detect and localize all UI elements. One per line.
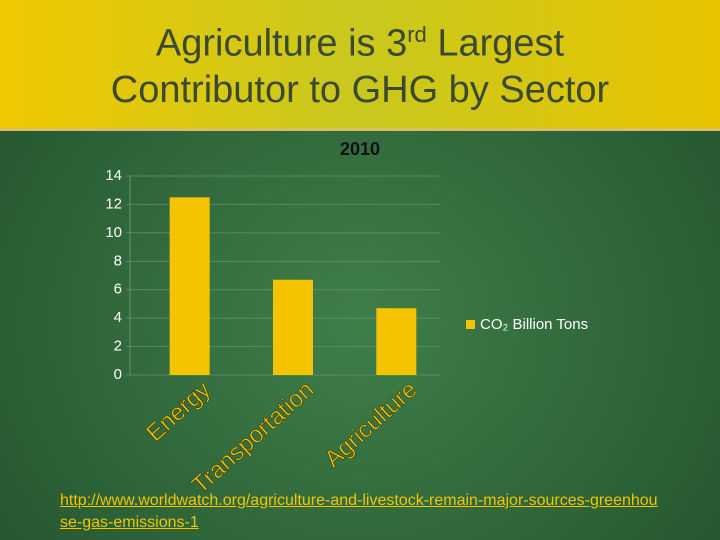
y-tick-label: 8 (114, 252, 122, 269)
title-text: Contributor to GHG by Sector (110, 68, 610, 111)
y-tick-label: 4 (114, 309, 122, 326)
slide-title: Agriculture is 3rd Largest Contributor to… (0, 12, 720, 113)
legend-swatch (466, 320, 475, 329)
legend-label: CO₂ Billion Tons (480, 316, 588, 333)
title-superscript: rd (407, 22, 427, 47)
title-text: Largest (437, 22, 565, 65)
y-tick-label: 10 (105, 224, 122, 241)
bar (376, 308, 417, 375)
y-tick-label: 14 (105, 167, 122, 184)
chart-title: 2010 (340, 139, 380, 159)
source-link[interactable]: http://www.worldwatch.org/agriculture-an… (60, 492, 658, 531)
bar (169, 197, 210, 375)
x-tick-label: Energy (141, 376, 216, 447)
bar (273, 279, 313, 375)
y-tick-label: 12 (105, 195, 122, 212)
title-text: Agriculture is 3 (155, 22, 408, 65)
y-tick-label: 0 (114, 366, 122, 383)
y-tick-label: 2 (114, 338, 122, 355)
x-tick-label: Agriculture (319, 376, 422, 473)
title-band (0, 0, 720, 131)
y-tick-label: 6 (114, 281, 122, 298)
